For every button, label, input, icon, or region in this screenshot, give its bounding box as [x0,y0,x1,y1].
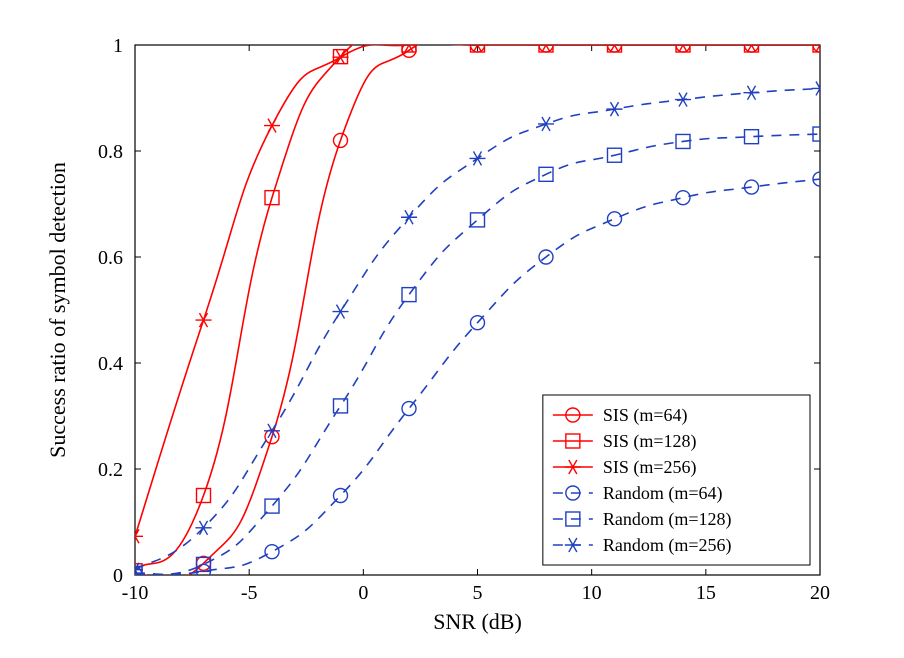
ytick-label: 0.2 [98,459,123,481]
ytick-label: 0 [113,565,123,587]
ytick-label: 0.8 [98,141,123,163]
xtick-label: 10 [582,582,602,604]
xtick-label: 15 [696,582,716,604]
legend-entry-label: SIS (m=256) [603,457,697,478]
xtick-label: 20 [810,582,830,604]
legend-entry-label: Random (m=256) [603,535,732,556]
x-axis-label: SNR (dB) [433,609,522,634]
y-axis-label: Success ratio of symbol detection [45,162,70,458]
line-chart: -10 -5 0 5 10 15 20 0 0.2 0.4 0.6 0.8 1 SNR (dB) Succe… [0,0,904,658]
chart-container: -10 -5 0 5 10 15 20 0 0.2 0.4 0.6 0.8 1 SNR (dB) Succe… [0,0,904,658]
legend: SIS (m=64) SIS (m=128) SIS (m=256) Random (… [543,395,810,565]
xtick-label: -5 [241,582,258,604]
legend-entry-label: SIS (m=64) [603,405,688,426]
legend-entry-label: Random (m=64) [603,483,723,504]
xtick-label: 0 [358,582,368,604]
legend-entry-label: Random (m=128) [603,509,732,530]
ytick-label: 1 [113,35,123,57]
xtick-label: -10 [122,582,149,604]
legend-entry-label: SIS (m=128) [603,431,697,452]
ytick-label: 0.4 [98,353,123,375]
xtick-label: 5 [473,582,483,604]
ytick-label: 0.6 [98,247,123,269]
